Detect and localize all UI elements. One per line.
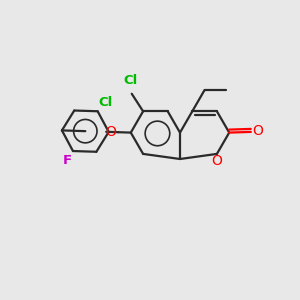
Text: F: F — [62, 154, 71, 167]
Text: O: O — [106, 125, 116, 139]
Text: Cl: Cl — [99, 96, 113, 109]
Text: O: O — [252, 124, 263, 138]
Text: Cl: Cl — [123, 74, 137, 87]
Text: O: O — [212, 154, 222, 167]
